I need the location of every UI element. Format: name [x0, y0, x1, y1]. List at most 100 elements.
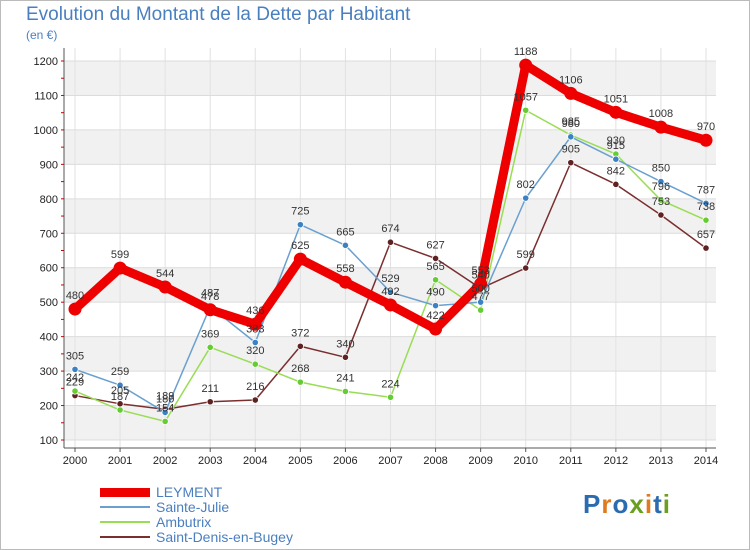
y-tick-label: 100	[40, 435, 58, 447]
data-label: 558	[336, 263, 354, 275]
data-point	[384, 298, 397, 312]
x-tick-label: 2008	[423, 455, 447, 467]
data-label: 211	[201, 383, 219, 395]
data-point	[609, 105, 623, 119]
data-point	[699, 133, 713, 147]
data-point	[206, 398, 214, 406]
data-point	[567, 159, 575, 167]
data-point	[296, 342, 304, 350]
data-label: 553	[471, 265, 489, 277]
data-label: 930	[607, 135, 625, 147]
data-label: 802	[517, 179, 535, 191]
data-label: 180	[156, 393, 174, 405]
data-label: 674	[381, 223, 399, 235]
x-tick-label: 2007	[378, 455, 402, 467]
x-tick-label: 2002	[153, 455, 177, 467]
data-point	[251, 396, 259, 404]
data-label: 725	[291, 206, 309, 218]
data-label: 259	[111, 366, 129, 378]
legend-swatch	[100, 521, 150, 523]
data-label: 970	[697, 121, 715, 133]
data-label: 205	[111, 385, 129, 397]
data-label: 305	[66, 350, 84, 362]
data-point	[338, 275, 352, 289]
data-label: 1057	[513, 91, 537, 103]
data-label: 490	[426, 287, 444, 299]
y-tick-label: 300	[40, 366, 58, 378]
legend-label: LEYMENT	[156, 484, 223, 500]
logo-letter: P	[583, 489, 602, 519]
data-label: 529	[381, 273, 399, 285]
data-label: 422	[426, 310, 444, 322]
data-point	[654, 120, 668, 134]
data-label: 627	[426, 239, 444, 251]
data-label: 599	[111, 249, 129, 261]
data-label: 1008	[649, 108, 673, 120]
legend-swatch	[100, 536, 150, 538]
data-point	[113, 261, 127, 275]
data-point	[341, 241, 350, 249]
data-label: 216	[246, 381, 264, 393]
logo-letter: x	[629, 489, 645, 519]
data-point	[116, 381, 124, 389]
data-point	[248, 317, 262, 331]
x-tick-label: 2004	[243, 455, 267, 467]
data-label: 383	[246, 323, 264, 335]
data-point	[431, 276, 440, 284]
data-point	[431, 254, 440, 263]
data-point	[702, 244, 710, 252]
data-label: 492	[381, 286, 399, 298]
proxiti-logo: Proxiti	[583, 489, 671, 520]
legend-swatch	[100, 487, 150, 497]
data-point	[612, 155, 620, 163]
data-point	[71, 387, 79, 395]
logo-letter: t	[653, 489, 663, 519]
chart-title: Evolution du Montant de la Dette par Hab…	[26, 4, 411, 25]
legend-item: Saint-Denis-en-Bugey	[100, 529, 293, 545]
legend-swatch	[100, 506, 150, 508]
data-point	[68, 302, 82, 316]
y-tick-label: 200	[40, 401, 58, 413]
data-point	[612, 180, 620, 188]
y-tick-label: 1100	[34, 90, 58, 102]
data-point	[702, 216, 710, 224]
data-point	[657, 196, 665, 204]
data-label: 500	[471, 283, 489, 295]
data-label: 320	[246, 345, 264, 357]
data-point	[251, 338, 259, 347]
x-tick-label: 2003	[198, 455, 222, 467]
y-tick-label: 700	[40, 228, 58, 240]
data-point	[522, 106, 530, 114]
data-point	[522, 194, 530, 202]
data-point	[293, 252, 307, 266]
data-point	[296, 378, 304, 386]
data-label: 915	[607, 140, 625, 152]
legend-label: Ambutrix	[156, 514, 212, 530]
data-point	[431, 302, 440, 310]
data-point	[474, 277, 488, 291]
x-tick-label: 2009	[468, 455, 492, 467]
data-point	[203, 303, 217, 317]
data-point	[519, 58, 533, 72]
x-tick-label: 2006	[333, 455, 357, 467]
logo-letter: i	[644, 489, 654, 519]
data-label: 480	[66, 290, 84, 302]
data-label: 478	[201, 291, 219, 303]
data-label: 738	[697, 201, 715, 213]
data-point	[158, 280, 172, 294]
data-point	[116, 406, 124, 414]
x-tick-label: 2000	[63, 455, 87, 467]
data-point	[386, 393, 395, 401]
x-tick-label: 2012	[604, 455, 628, 467]
logo-letter: i	[662, 489, 671, 519]
x-tick-label: 2014	[694, 455, 718, 467]
data-label: 985	[562, 116, 580, 128]
data-label: 187	[111, 391, 129, 403]
y-tick-label: 400	[40, 332, 58, 344]
data-point	[657, 211, 665, 219]
data-point	[477, 298, 485, 306]
data-point	[71, 365, 79, 373]
data-label: 241	[336, 372, 354, 384]
data-label: 980	[562, 118, 580, 130]
